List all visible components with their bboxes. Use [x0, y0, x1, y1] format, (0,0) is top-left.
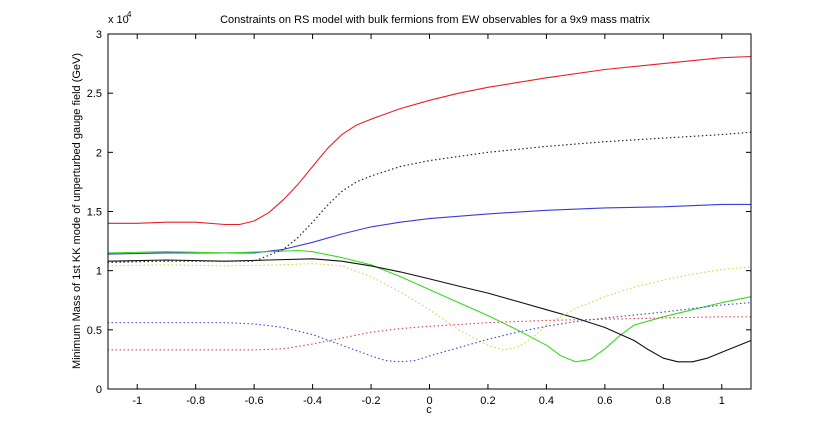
x-tick-label: 0.6	[597, 395, 612, 407]
y-axis-label: Minimum Mass of 1st KK mode of unperturb…	[71, 53, 83, 369]
y-multiplier-label: x 10	[108, 14, 129, 26]
y-tick-label: 0.5	[87, 325, 102, 337]
x-tick-label: -0.6	[245, 395, 264, 407]
x-tick-label: -0.8	[186, 395, 205, 407]
x-tick-label: 0.4	[539, 395, 554, 407]
series-line-7-dotted	[107, 302, 752, 363]
ticks-layer: -1 -0.8 -0.6 -0.4 -0.2 0 0.2 0.4 0.6 0.8 1 0 0.5 1 1.5…	[87, 29, 751, 407]
plot-frame	[107, 33, 752, 390]
y-multiplier: x 10 4	[108, 10, 132, 26]
y-tick-label: 3	[96, 29, 102, 41]
y-tick-label: 2	[96, 147, 102, 159]
x-tick-label: 0.8	[656, 395, 671, 407]
series-line-8-dotted	[107, 316, 752, 351]
x-tick-label: -0.2	[362, 395, 381, 407]
series-line-5-dotted	[107, 131, 752, 263]
x-tick-label: 1	[719, 395, 725, 407]
x-tick-label: -1	[132, 395, 142, 407]
x-tick-label: 0.2	[480, 395, 495, 407]
series-line-6-dotted	[107, 263, 752, 351]
x-tick-label: 0	[426, 395, 432, 407]
series-line-3-solid	[107, 249, 752, 363]
x-tick-label: -0.4	[303, 395, 322, 407]
y-multiplier-exponent: 4	[127, 10, 132, 19]
y-tick-label: 0	[96, 384, 102, 396]
y-tick-label: 2.5	[87, 88, 102, 100]
series-layer	[107, 55, 752, 363]
x-axis-label: c	[426, 404, 432, 416]
series-line-2-solid	[107, 203, 752, 255]
series-line-4-solid	[107, 258, 752, 363]
y-tick-label: 1	[96, 266, 102, 278]
series-line-1-solid	[107, 55, 752, 226]
chart-title: Constraints on RS model with bulk fermio…	[220, 14, 650, 26]
y-tick-label: 1.5	[87, 207, 102, 219]
